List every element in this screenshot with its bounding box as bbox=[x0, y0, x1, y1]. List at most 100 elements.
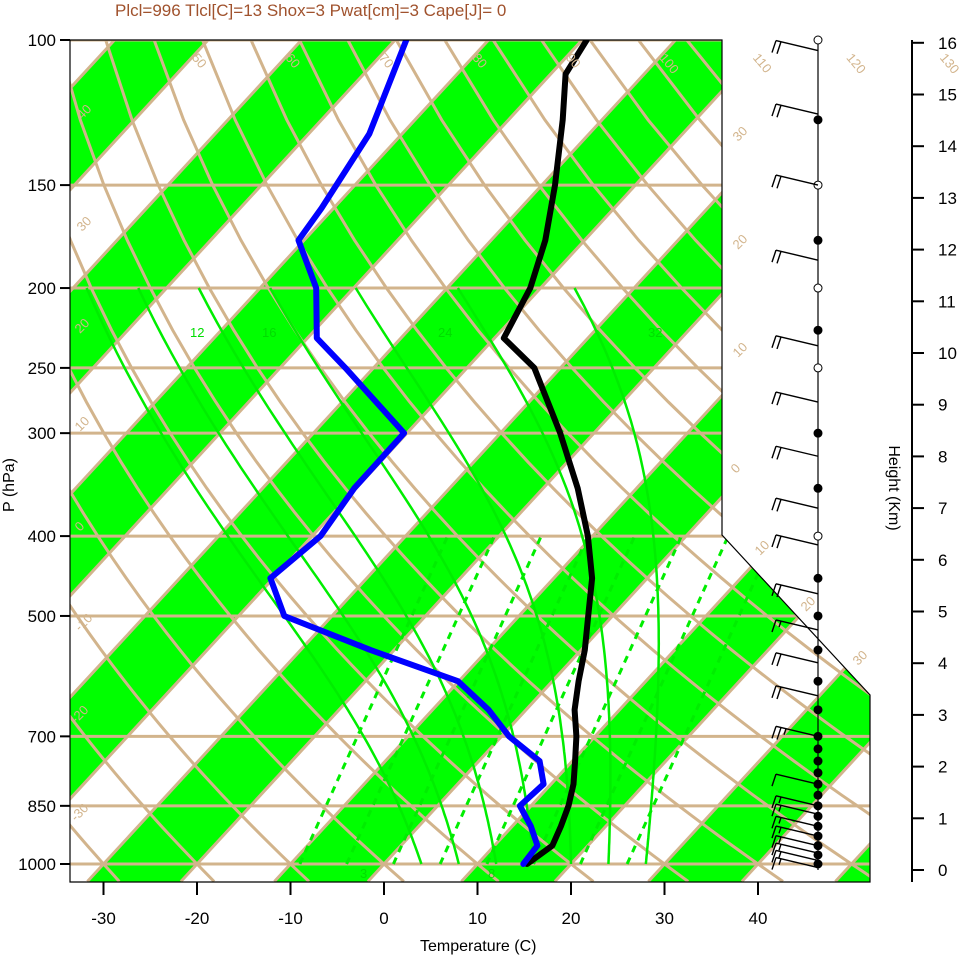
height-tick-label: 8 bbox=[938, 447, 947, 466]
plot-area bbox=[70, 40, 870, 882]
wind-barb-flag bbox=[771, 726, 777, 739]
wind-barb-flag bbox=[778, 844, 782, 851]
wind-barb-flag bbox=[771, 685, 777, 699]
height-dot bbox=[813, 283, 823, 293]
wind-barb-flag bbox=[771, 619, 777, 633]
wind-barb-flag bbox=[771, 174, 777, 188]
dry-adiabat-label: 10 bbox=[752, 537, 773, 558]
height-dot bbox=[813, 744, 823, 754]
height-tick-label: 1 bbox=[938, 809, 947, 828]
mixing-ratio-label: 32 bbox=[648, 325, 662, 340]
y-axis-label: P (hPa) bbox=[1, 458, 18, 512]
x-axis: -30 -20 -10 0 10 20 30 40 bbox=[91, 882, 767, 928]
height-tick-label: 11 bbox=[938, 292, 956, 311]
wind-barb-flag bbox=[771, 803, 777, 817]
wind-barb-flag bbox=[776, 535, 782, 549]
height-dot bbox=[813, 235, 823, 245]
dry-adiabat-line bbox=[70, 40, 405, 882]
wind-barb-flag bbox=[776, 584, 782, 598]
dewpoint-line bbox=[267, 40, 547, 867]
wind-barb-flag bbox=[771, 850, 777, 863]
wind-barb-flag bbox=[776, 447, 782, 460]
wind-barb-flag bbox=[778, 805, 782, 812]
dry-adiabat-label: 20 bbox=[730, 231, 751, 252]
dry-adiabat-line bbox=[70, 40, 311, 882]
wind-barb-staff bbox=[775, 103, 819, 115]
wind-barb-flag bbox=[776, 653, 782, 667]
height-dot bbox=[813, 325, 823, 335]
wind-barb-staff bbox=[775, 856, 819, 869]
moist-adiabat-line bbox=[197, 287, 498, 865]
wind-barb-staff bbox=[775, 391, 819, 403]
moist-adiabat-line bbox=[269, 287, 535, 865]
wind-barb-flag bbox=[771, 795, 777, 809]
wind-barb-staff bbox=[775, 249, 819, 261]
wind-barb-flag bbox=[776, 686, 782, 700]
wind-barb-flag bbox=[771, 583, 777, 597]
height-dot bbox=[813, 676, 823, 686]
dry-adiabat-line bbox=[346, 40, 870, 882]
moist-adiabat-line bbox=[85, 287, 423, 865]
wind-barb-staff bbox=[775, 834, 819, 847]
wind-barb-flag bbox=[778, 827, 782, 834]
wind-barb-flag bbox=[771, 497, 777, 511]
wind-barb-flag bbox=[771, 835, 777, 848]
mixing-ratio-line bbox=[345, 535, 496, 865]
height-tick-label: 13 bbox=[938, 189, 957, 208]
wind-barb-staff bbox=[775, 39, 819, 52]
dry-adiabat-line bbox=[70, 40, 595, 882]
height-tick-label: 4 bbox=[938, 654, 947, 673]
dry-adiabat-label: 10 bbox=[730, 339, 751, 360]
height-dot bbox=[813, 756, 823, 766]
wind-barb-flag bbox=[778, 851, 782, 858]
moist-adiabat-line bbox=[456, 287, 612, 865]
isotherm-label: 120 bbox=[844, 50, 869, 76]
dry-adiabat-line bbox=[249, 40, 870, 882]
wind-barb-staff bbox=[775, 497, 819, 509]
wind-barb-flag bbox=[771, 857, 777, 870]
wind-barb-flag bbox=[778, 796, 782, 804]
dry-adiabat-label: 20 bbox=[798, 593, 819, 614]
height-tick-label: 14 bbox=[938, 137, 957, 156]
p-tick-label: 300 bbox=[28, 424, 56, 443]
x-tick-label: -10 bbox=[278, 909, 303, 928]
wind-barb-flag bbox=[771, 446, 777, 459]
height-tick-label: 15 bbox=[938, 86, 957, 105]
height-tick-label: 9 bbox=[938, 396, 947, 415]
height-tick-label: 2 bbox=[938, 758, 947, 777]
wind-barb-flag bbox=[783, 728, 787, 735]
p-tick-label: 200 bbox=[28, 279, 56, 298]
dry-adiabat-label: 10 bbox=[72, 413, 93, 434]
height-dot bbox=[813, 790, 823, 800]
p-tick-label: 500 bbox=[28, 607, 56, 626]
height-tick-label: 3 bbox=[938, 706, 947, 725]
height-tick-label: 7 bbox=[938, 499, 947, 518]
wind-barb-flag bbox=[778, 836, 782, 844]
wind-barb-flag bbox=[771, 842, 777, 856]
dry-adiabat-label: 30 bbox=[74, 213, 95, 234]
height-dot bbox=[813, 645, 823, 655]
mixing-ratio-label: 24 bbox=[438, 325, 452, 340]
moist-adiabat-line bbox=[354, 287, 573, 865]
wind-barb-flag bbox=[771, 40, 777, 53]
wind-barb-flag bbox=[771, 391, 777, 405]
mixing-ratio-line bbox=[485, 535, 637, 865]
height-dot bbox=[813, 705, 823, 715]
wind-barb-staff bbox=[775, 842, 819, 854]
mixing-ratio-line bbox=[438, 535, 590, 865]
wind-barb-staff bbox=[775, 849, 819, 862]
height-tick-label: 0 bbox=[938, 861, 947, 880]
chart-title: Plcl=996 Tlcl[C]=13 Shox=3 Pwat[cm]=3 Ca… bbox=[115, 1, 506, 20]
wind-barb-flag bbox=[776, 41, 782, 54]
mixing-ratio-line bbox=[392, 535, 543, 865]
wind-barb-column bbox=[771, 35, 823, 870]
height-dot bbox=[813, 363, 823, 373]
dry-adiabat-label: 30 bbox=[850, 647, 871, 668]
p-tick-label: 150 bbox=[28, 176, 56, 195]
x-tick-label: -20 bbox=[185, 909, 210, 928]
temperature-band bbox=[70, 40, 583, 882]
x-tick-label: 40 bbox=[749, 909, 768, 928]
dry-adiabat-line bbox=[394, 40, 870, 882]
y-axis: 100 150 200 250 300 400 500 700 850 1000 bbox=[18, 31, 70, 874]
